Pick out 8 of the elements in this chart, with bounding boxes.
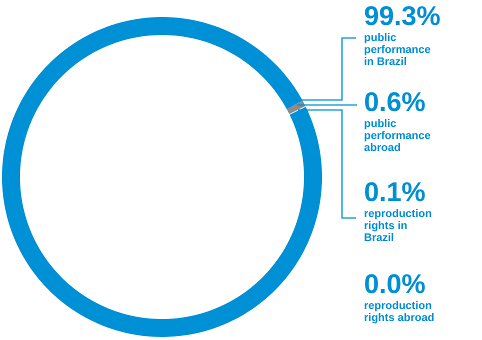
data-label: 0.1% bbox=[364, 177, 426, 207]
category-label: reproduction rights abroad bbox=[364, 300, 434, 324]
slice-label: public performance in Brazil bbox=[364, 32, 431, 68]
slice-label: public performance abroad bbox=[364, 118, 431, 154]
data-label: 0.6% bbox=[364, 87, 426, 117]
data-label: 99.3% bbox=[364, 1, 441, 31]
text: 0.0% bbox=[364, 269, 426, 299]
slice-label: reproduction rights in Brazil bbox=[364, 208, 432, 244]
